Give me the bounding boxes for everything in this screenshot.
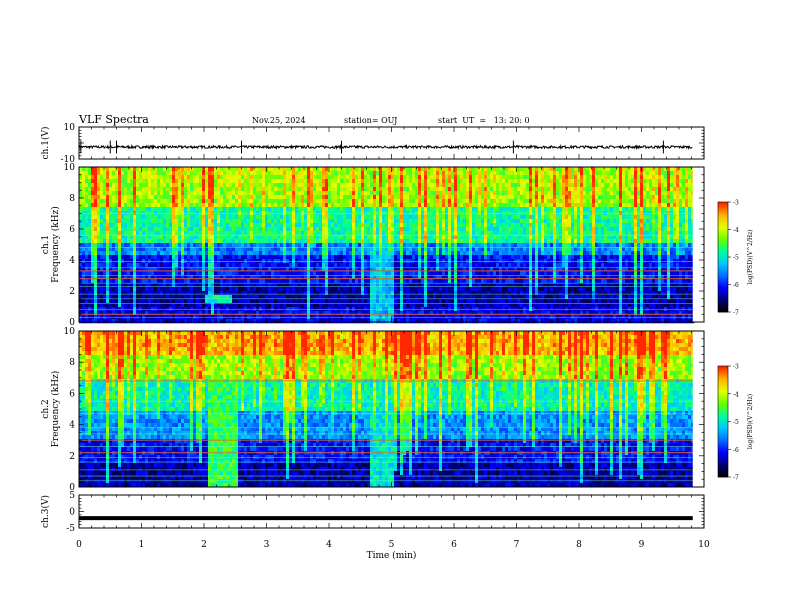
y-axis-label: Frequency (kHz) — [50, 206, 61, 283]
y-axis-label: ch.3(V) — [40, 495, 51, 528]
x-tick-label: 2 — [201, 540, 207, 550]
figure-title: VLF Spectra — [79, 113, 149, 126]
no-data-region — [692, 331, 704, 487]
colorbar-label: log(PSD)(V^2/Hz) — [747, 229, 754, 284]
x-tick-label: 3 — [264, 540, 270, 550]
x-tick-label: 7 — [514, 540, 520, 550]
spectrogram-cells — [79, 331, 695, 488]
colorbar-tick-label: -7 — [733, 310, 739, 317]
ch1-waveform-panel: 10 -10 ch.1(V) — [40, 123, 705, 165]
x-axis-label: Time (min) — [367, 550, 417, 561]
colorbar-tick-label: -4 — [733, 227, 739, 234]
colorbar-label: log(PSD)(V^2/Hz) — [747, 394, 754, 449]
station-label: station= OUJ — [344, 116, 398, 125]
colorbar-tick-label: -3 — [733, 364, 739, 371]
y-axis-label: ch.2 — [41, 399, 51, 418]
x-tick-label: 6 — [451, 540, 457, 550]
x-tick-label: 10 — [698, 540, 710, 550]
colorbar: -3 -4 -5 -6 -7 log(PSD)(V^2/Hz) — [717, 200, 754, 317]
y-tick-label: 10 — [64, 327, 76, 337]
colorbar: -3 -4 -5 -6 -7 log(PSD)(V^2/Hz) — [717, 364, 754, 482]
y-tick-label: -5 — [66, 524, 75, 534]
ch1-spectrogram-panel: 0 2 4 6 8 10 ch.1 Frequency (kHz) -3 -4 -5 -6 -7 log(… — [41, 163, 754, 328]
y-tick-label: 10 — [64, 123, 76, 133]
y-tick-label: 0 — [69, 318, 75, 328]
colorbar-tick-label: -7 — [733, 475, 739, 482]
y-tick-label: 8 — [69, 194, 75, 204]
x-tick-label: 5 — [389, 540, 395, 550]
x-tick-label: 1 — [139, 540, 145, 550]
y-tick-label: 5 — [69, 491, 75, 501]
y-tick-label: 6 — [69, 225, 75, 235]
y-axis-label: ch.1(V) — [40, 127, 51, 160]
colorbar-tick-label: -6 — [733, 282, 739, 289]
y-tick-label: 0 — [69, 508, 75, 518]
y-axis-label: ch.1 — [41, 235, 51, 254]
x-tick-label: 9 — [639, 540, 645, 550]
y-tick-label: 4 — [69, 421, 75, 431]
colorbar-tick-label: -6 — [733, 447, 739, 454]
y-tick-label: 8 — [69, 358, 75, 368]
x-tick-label: 4 — [326, 540, 332, 550]
y-tick-label: 0 — [69, 483, 75, 493]
date-label: Nov.25, 2024 — [252, 116, 306, 125]
ch2-spectrogram-panel: 0 2 4 6 8 10 ch.2 Frequency (kHz) -3 -4 -5 -6 -7 log(… — [41, 327, 754, 493]
y-tick-label: 2 — [69, 452, 75, 462]
no-data-region — [692, 167, 704, 322]
start-time-label: start UT = 13: 20: 0 — [438, 116, 530, 125]
x-tick-label: 0 — [76, 540, 82, 550]
x-tick-label: 8 — [576, 540, 582, 550]
y-tick-label: 6 — [69, 389, 75, 399]
colorbar-tick-label: -4 — [733, 391, 739, 398]
colorbar-tick-label: -5 — [733, 255, 739, 262]
y-tick-label: 2 — [69, 287, 75, 297]
spectrogram-cells — [79, 167, 695, 324]
y-tick-label: 10 — [64, 163, 76, 173]
y-tick-label: -10 — [61, 155, 76, 165]
y-tick-label: 4 — [69, 256, 75, 266]
ch1-trace — [78, 143, 693, 151]
colorbar-tick-label: -3 — [733, 200, 739, 207]
colorbar-tick-label: -5 — [733, 419, 739, 426]
y-axis-label: Frequency (kHz) — [50, 371, 61, 448]
